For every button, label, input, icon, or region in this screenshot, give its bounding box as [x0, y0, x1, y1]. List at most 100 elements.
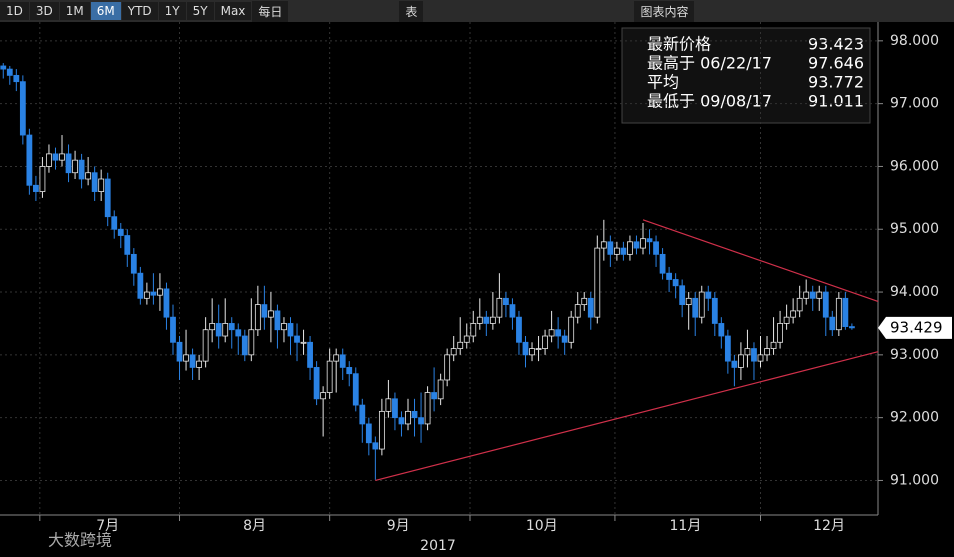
candle-body — [300, 341, 307, 344]
legend-value: 91.011 — [808, 92, 864, 111]
candle-body — [672, 279, 679, 287]
candle-body — [692, 297, 699, 318]
range-button[interactable]: YTD — [121, 2, 158, 20]
watermark: 大数跨境 — [48, 531, 112, 550]
range-button[interactable]: 1D — [0, 2, 29, 20]
candle-body — [268, 310, 274, 318]
legend-label: 平均 — [647, 73, 679, 92]
candle-body — [783, 316, 790, 324]
candle-body — [718, 323, 725, 337]
candle-body — [770, 341, 777, 349]
candle-body — [751, 348, 757, 362]
candle-body — [33, 184, 39, 192]
candle-body — [600, 241, 607, 249]
candle-body — [137, 272, 144, 299]
candle-body — [130, 253, 137, 274]
toolbar: 1D 3D 1M 6M YTD 1Y 5Y Max 每日 表 图表内容 — [0, 0, 954, 22]
candle-body — [209, 323, 216, 331]
candle-body — [822, 291, 829, 318]
candle-body — [241, 335, 248, 356]
candle-body — [731, 360, 738, 368]
candle-body — [848, 326, 855, 329]
candle-body — [483, 316, 490, 324]
candle-body — [65, 153, 72, 174]
candle-body — [365, 423, 372, 444]
range-button[interactable]: 6M — [90, 2, 121, 20]
legend-value: 93.423 — [808, 35, 864, 54]
candle-body — [398, 417, 405, 425]
candle-body — [372, 442, 379, 450]
period-select[interactable]: 每日 — [252, 0, 289, 22]
table-button[interactable]: 表 — [399, 0, 424, 22]
candle-body — [150, 291, 157, 296]
last-price-label: 93.429 — [890, 318, 943, 336]
candle-body — [509, 304, 516, 318]
legend-label: 最新价格 — [647, 35, 711, 54]
candle-body — [196, 360, 203, 368]
range-button[interactable]: 3D — [29, 2, 59, 20]
candle-body — [489, 316, 496, 324]
candle-body — [790, 310, 797, 318]
candle-body — [163, 288, 170, 318]
y-tick-label: 96.000 — [890, 158, 939, 174]
legend-value: 97.646 — [808, 54, 864, 73]
candle-body — [503, 297, 509, 306]
candle-body — [548, 329, 555, 337]
y-tick-label: 97.000 — [890, 96, 939, 112]
content-button[interactable]: 图表内容 — [634, 0, 695, 22]
candle-body — [796, 297, 803, 312]
candle-body — [228, 323, 235, 331]
candle-body — [307, 341, 313, 368]
candle-body — [653, 241, 659, 255]
candle-body — [235, 329, 242, 337]
candle-body — [496, 297, 503, 318]
candle-body — [476, 316, 483, 324]
candle-body — [646, 238, 653, 243]
candle-body — [463, 335, 470, 343]
candle-body — [516, 316, 522, 343]
candle-body — [555, 329, 562, 337]
candle-body — [561, 335, 568, 343]
candle-body — [431, 392, 438, 400]
candle-body — [757, 354, 764, 362]
candle-body — [202, 329, 209, 362]
candle-body — [46, 153, 52, 167]
range-button[interactable]: 1Y — [158, 2, 186, 20]
candle-body — [724, 335, 731, 362]
candle-body — [744, 348, 751, 356]
last-price-tag — [878, 316, 952, 339]
candle-body — [470, 323, 477, 337]
legend-value: 93.772 — [808, 73, 864, 92]
candle-body — [333, 354, 340, 362]
candle-body — [829, 316, 836, 331]
range-button[interactable]: 5Y — [186, 2, 214, 20]
candle-body — [542, 335, 548, 349]
candle-body — [666, 272, 673, 280]
candle-body — [352, 373, 359, 406]
candle-body — [411, 410, 418, 419]
candle-body — [170, 316, 176, 343]
candle-body — [640, 238, 646, 249]
y-tick-label: 94.000 — [890, 284, 939, 300]
candle-body — [281, 323, 287, 331]
candle-body — [274, 310, 281, 331]
candle-body — [457, 341, 464, 349]
legend-label: 最高于 06/22/17 — [647, 54, 772, 73]
candle-body — [157, 288, 163, 296]
candle-body — [176, 341, 183, 362]
range-button[interactable]: 1M — [59, 2, 90, 20]
trend-line — [642, 219, 879, 303]
y-tick-label: 93.000 — [890, 347, 939, 363]
candle-body — [809, 291, 816, 299]
candle-body — [72, 159, 78, 174]
candle-body — [444, 354, 451, 381]
candle-body — [698, 291, 705, 318]
range-button[interactable]: Max — [214, 2, 252, 20]
candle-body — [78, 159, 85, 180]
candle-body — [59, 153, 65, 161]
candle-body — [418, 417, 424, 425]
candle-body — [143, 291, 150, 299]
y-tick-label: 95.000 — [890, 221, 939, 237]
candle-body — [659, 253, 666, 274]
